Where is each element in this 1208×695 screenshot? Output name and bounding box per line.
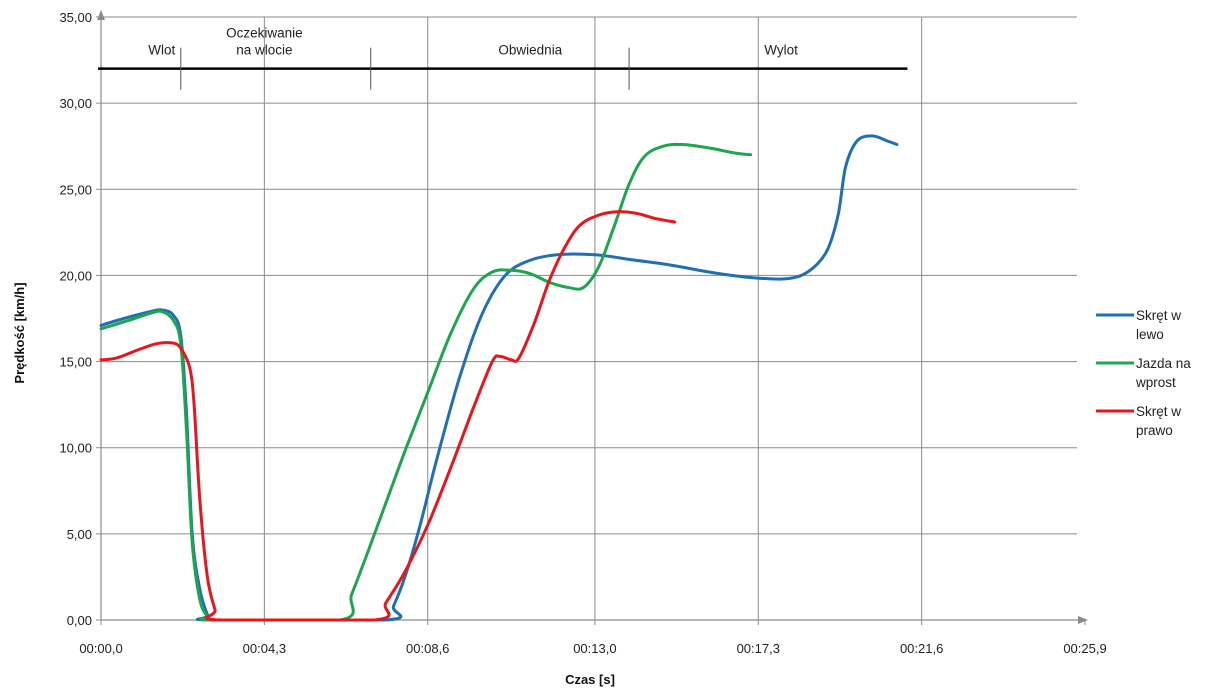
y-axis-arrow (97, 10, 105, 20)
axes (96, 10, 1088, 625)
y-tick-label: 35,00 (59, 10, 92, 25)
legend-label: Skręt w lewo (1136, 308, 1181, 342)
x-tick-label: 00:25,9 (1063, 641, 1106, 656)
x-tick-label: 00:21,6 (900, 641, 943, 656)
x-tick-label: 00:17,3 (737, 641, 780, 656)
x-axis-arrow (1078, 616, 1088, 624)
phase-label: Wylot (764, 43, 798, 58)
y-tick-label: 30,00 (59, 96, 92, 111)
x-tick-label: 00:00,0 (79, 641, 122, 656)
y-tick-label: 25,00 (59, 182, 92, 197)
y-tick-label: 0,00 (67, 613, 92, 628)
x-tick-label: 00:04,3 (243, 641, 286, 656)
series-line (99, 134, 899, 622)
gridlines (101, 16, 1077, 620)
x-tick-label: 00:08,6 (406, 641, 449, 656)
x-axis-title: Czas [s] (565, 672, 615, 687)
series-line (99, 210, 677, 622)
y-tick-label: 5,00 (67, 527, 92, 542)
series-lines (99, 134, 899, 622)
phase-label: Oczekiwanie na wlocie (226, 26, 303, 58)
y-tick-label: 10,00 (59, 441, 92, 456)
series-line (99, 142, 753, 622)
legend-label: Jazda na wprost (1135, 356, 1191, 390)
legend-label: Skręt w prawo (1136, 404, 1181, 438)
x-tick-label: 00:13,0 (573, 641, 616, 656)
phase-label: Wlot (148, 43, 175, 58)
legend: Skręt w lewo Jazda na wprost Skręt w prawo (1096, 308, 1191, 438)
x-tick-labels: 00:00,0 00:04,3 00:08,6 00:13,0 00:17,3 00:21… (79, 641, 1106, 656)
y-tick-label: 20,00 (59, 268, 92, 283)
y-axis-title: Prędkość [km/h] (12, 282, 27, 383)
phase-annotations: Wlot Oczekiwanie na wlocie Obwiednia Wylot (98, 26, 908, 90)
y-tick-label: 15,00 (59, 355, 92, 370)
phase-label: Obwiednia (498, 43, 562, 58)
y-tick-labels: 0,00 5,00 10,00 15,00 20,00 25,00 30,00 35,00 (59, 10, 92, 628)
